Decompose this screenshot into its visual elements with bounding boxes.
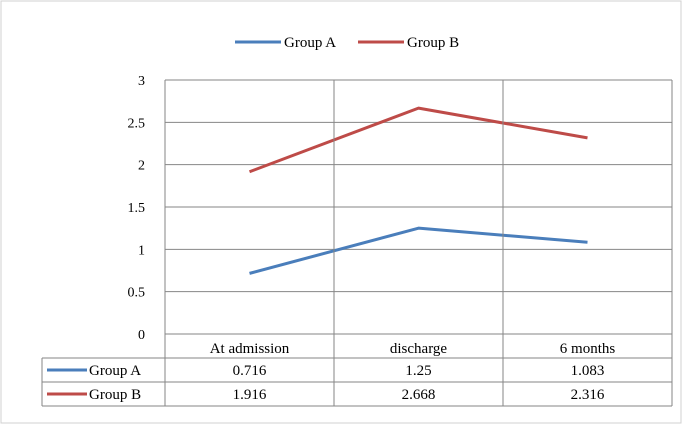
table-gridlines [41,80,673,407]
series-line-group-a [249,226,588,275]
series-layer [248,106,588,275]
y-tick-label: 1.5 [128,201,146,216]
table-cell-value: 1.916 [233,387,267,403]
table-cell-value: 2.316 [571,387,605,403]
table-header: At admission discharge 6 months [210,341,616,357]
y-tick-label: 2.5 [128,116,146,131]
table-row-label: Group B [89,387,141,403]
data-table: At admission discharge 6 months Group A 0.7… [41,80,673,407]
y-tick-label: 1 [138,243,145,258]
table-row-label: Group A [89,363,141,379]
x-tick-label: discharge [390,341,448,357]
legend: Group A Group B [235,35,459,51]
y-axis-ticks: 0 0.5 1 1.5 2 2.5 3 [128,74,146,343]
legend-label-group-a: Group A [284,35,336,51]
table-cell-value: 1.25 [405,363,431,379]
table-cell-value: 1.083 [571,363,605,379]
x-tick-label: At admission [210,341,290,357]
legend-label-group-b: Group B [407,35,459,51]
table-rows: Group A 0.716 1.25 1.083 Group B 1.916 2.668 2.… [47,363,605,403]
y-tick-label: 2 [138,159,145,174]
y-tick-label: 3 [138,74,145,89]
series-line-group-b [248,106,588,174]
x-tick-label: 6 months [560,341,616,357]
y-tick-label: 0.5 [128,286,146,301]
y-tick-label: 0 [138,328,145,343]
table-cell-value: 0.716 [233,363,267,379]
table-cell-value: 2.668 [402,387,436,403]
